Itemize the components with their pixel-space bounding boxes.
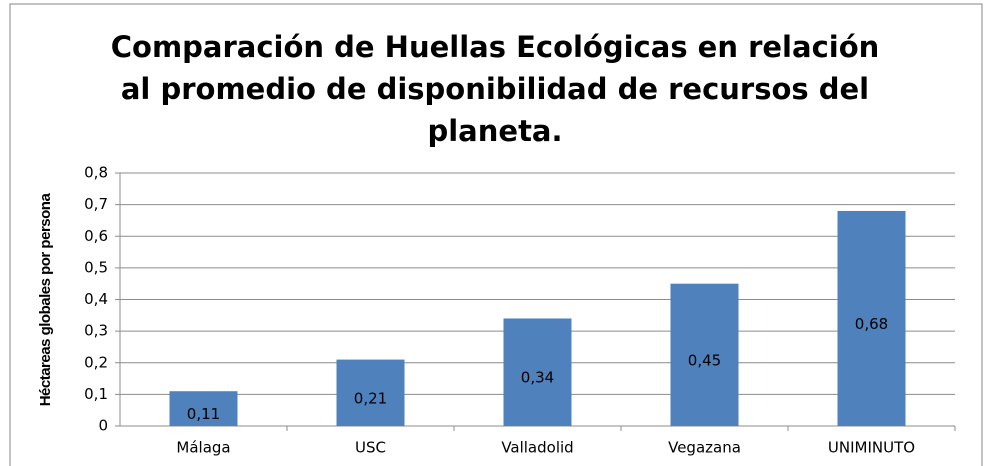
bar bbox=[670, 283, 739, 426]
chart-title: Comparación de Huellas Ecológicas en rel… bbox=[110, 30, 880, 148]
y-tick-label: 0,3 bbox=[84, 322, 108, 340]
bar bbox=[169, 391, 238, 426]
data-label: 0,21 bbox=[354, 389, 387, 407]
y-tick-label: 0,2 bbox=[84, 353, 108, 371]
data-label: 0,68 bbox=[855, 315, 888, 333]
data-label: 0,34 bbox=[521, 369, 554, 387]
data-label: 0,45 bbox=[688, 351, 721, 369]
y-tick-label: 0,4 bbox=[84, 290, 108, 308]
x-tick-label: UNIMINUTO bbox=[828, 439, 915, 457]
y-tick-label: 0,8 bbox=[84, 164, 108, 182]
x-tick-label: Málaga bbox=[176, 439, 230, 457]
x-tick-label: Vegazana bbox=[668, 439, 741, 457]
data-label: 0,11 bbox=[187, 405, 220, 423]
y-axis-label: Héctareas globales por persona bbox=[37, 193, 54, 407]
y-tick-label: 0,5 bbox=[84, 258, 108, 276]
bar bbox=[837, 210, 906, 426]
y-tick-label: 0,1 bbox=[84, 385, 108, 403]
y-tick-label: 0,7 bbox=[84, 195, 108, 213]
chart-border bbox=[9, 3, 983, 466]
x-tick-label: USC bbox=[355, 439, 386, 457]
y-tick-label: 0 bbox=[98, 417, 108, 435]
bar bbox=[336, 359, 405, 426]
x-tick-label: Valladolid bbox=[501, 439, 573, 457]
y-tick-label: 0,6 bbox=[84, 227, 108, 245]
bar bbox=[503, 318, 572, 426]
